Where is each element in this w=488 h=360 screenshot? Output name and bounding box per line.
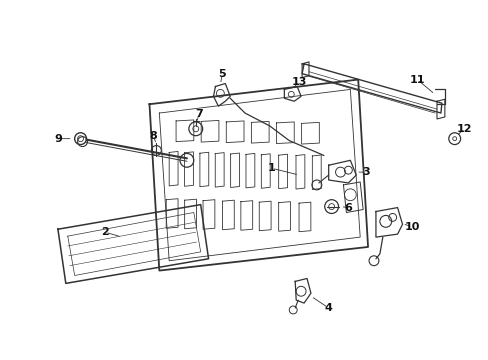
Text: 10: 10 (404, 222, 419, 232)
Text: 13: 13 (291, 77, 306, 86)
Text: 4: 4 (324, 303, 332, 313)
Text: 5: 5 (218, 69, 225, 79)
Text: 1: 1 (267, 163, 275, 173)
Text: 3: 3 (362, 167, 369, 177)
Text: 7: 7 (194, 109, 202, 119)
Text: 8: 8 (149, 131, 157, 141)
Text: 12: 12 (456, 124, 471, 134)
Text: 2: 2 (101, 227, 109, 237)
Text: 11: 11 (409, 75, 424, 85)
Text: 6: 6 (344, 203, 351, 212)
Text: 9: 9 (54, 134, 62, 144)
